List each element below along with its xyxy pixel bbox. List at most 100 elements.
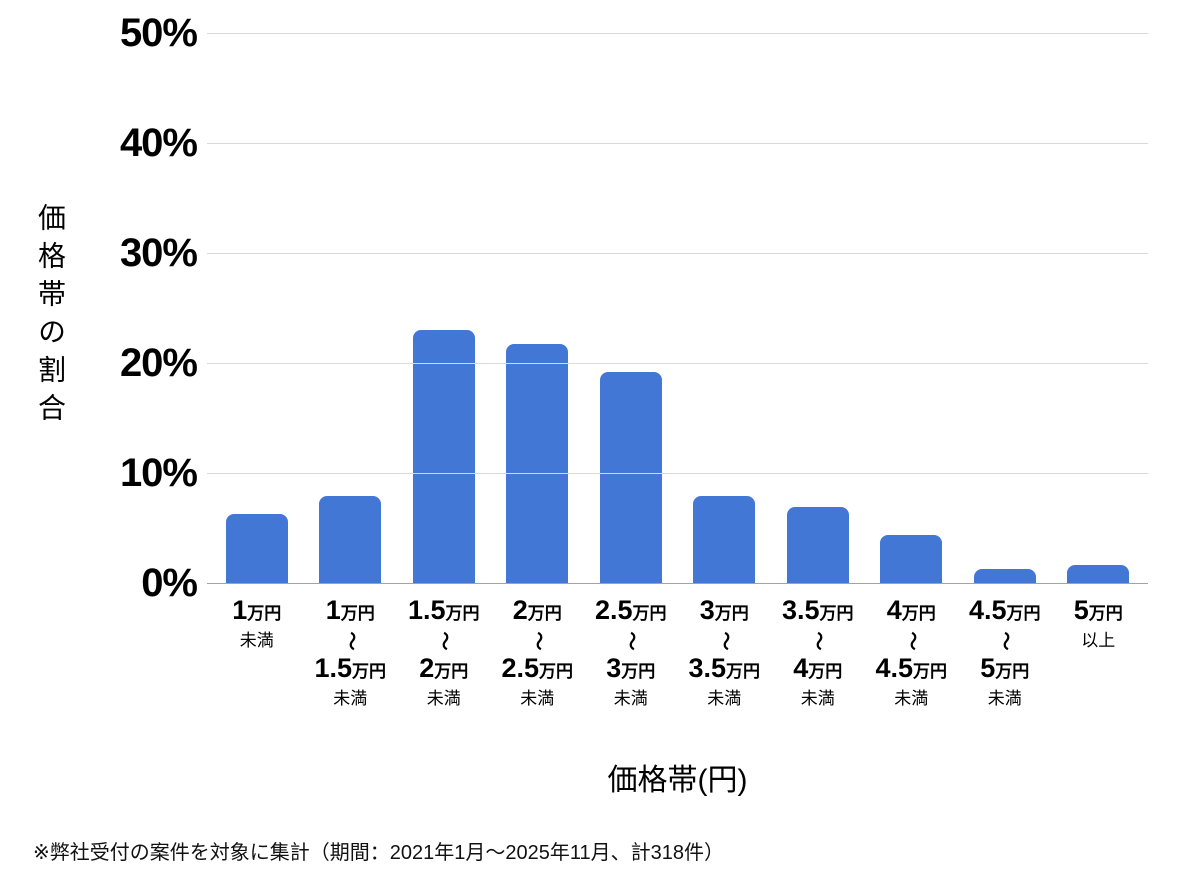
x-tick-unit: 万円 bbox=[1088, 604, 1123, 623]
x-tick-label: 2.5万円〜 3万円 未満 bbox=[584, 595, 678, 711]
x-tick-line-to: 3.5万円 bbox=[688, 653, 760, 688]
y-axis-tick-labels: 0% 10% 20% 30% 40% 50% bbox=[0, 11, 198, 605]
bar bbox=[1067, 565, 1130, 583]
x-tick-number: 5 bbox=[980, 653, 996, 683]
x-tick-line-from: 1万円 bbox=[232, 595, 281, 630]
x-tick-line-connector: 〜 bbox=[433, 630, 455, 653]
gridline bbox=[207, 363, 1148, 364]
x-tick-line-connector: 〜 bbox=[714, 630, 735, 653]
gridline bbox=[207, 473, 1148, 474]
bar-band bbox=[397, 33, 491, 583]
plot-area bbox=[207, 33, 1148, 584]
bar-band bbox=[584, 33, 678, 583]
x-tick-line-to: 4万円 bbox=[793, 653, 842, 688]
bar-band bbox=[958, 33, 1052, 583]
x-tick-line-from: 4.5万円 bbox=[969, 595, 1041, 630]
y-tick-label: 50% bbox=[119, 11, 198, 55]
x-tick-qualifier: 未満 bbox=[894, 689, 929, 708]
tilde-connector: 〜 bbox=[340, 631, 362, 651]
x-tick-label: 4万円〜 4.5万円 未満 bbox=[865, 595, 959, 711]
bar bbox=[973, 568, 1036, 583]
gridline bbox=[207, 143, 1148, 144]
bar bbox=[786, 507, 849, 583]
x-tick-number: 4.5 bbox=[875, 653, 914, 683]
x-tick-line-to: 1.5万円 bbox=[314, 653, 386, 688]
bar bbox=[506, 344, 569, 583]
x-tick-number: 1 bbox=[232, 595, 248, 625]
x-tick-number: 3.5 bbox=[688, 653, 727, 683]
x-tick-line-to: 2.5万円 bbox=[501, 653, 573, 688]
x-tick-line-qualifier: 未満 bbox=[427, 688, 461, 711]
x-tick-number: 2.5 bbox=[594, 595, 633, 625]
x-tick-line-from: 1.5万円 bbox=[408, 595, 480, 630]
y-tick-label: 30% bbox=[119, 231, 198, 275]
x-tick-number: 4 bbox=[793, 653, 809, 683]
y-tick-label: 0% bbox=[141, 561, 198, 605]
bar-band bbox=[771, 33, 865, 583]
tilde-connector: 〜 bbox=[433, 631, 455, 651]
tilde-connector: 〜 bbox=[527, 631, 549, 651]
x-tick-label: 1万円 未満 bbox=[210, 595, 304, 711]
x-tick-unit: 万円 bbox=[901, 604, 936, 623]
x-tick-line-qualifier: 未満 bbox=[801, 688, 835, 711]
x-tick-label: 3万円〜 3.5万円 未満 bbox=[678, 595, 772, 711]
x-tick-line-qualifier: 未満 bbox=[894, 688, 928, 711]
tilde-connector: 〜 bbox=[620, 631, 642, 651]
tilde-connector: 〜 bbox=[994, 631, 1016, 651]
y-tick-label: 20% bbox=[119, 341, 198, 385]
tilde-connector: 〜 bbox=[901, 631, 923, 651]
x-tick-qualifier: 未満 bbox=[707, 689, 742, 708]
x-tick-unit: 万円 bbox=[352, 662, 387, 681]
x-tick-qualifier: 未満 bbox=[800, 689, 835, 708]
x-tick-line-to: 3万円 bbox=[606, 653, 655, 688]
bar-series bbox=[210, 33, 1145, 583]
x-tick-line-to: 2万円 bbox=[419, 653, 468, 688]
x-tick-label: 2万円〜 2.5万円 未満 bbox=[491, 595, 585, 711]
x-tick-line-qualifier: 未満 bbox=[707, 688, 741, 711]
x-tick-qualifier: 未満 bbox=[426, 689, 461, 708]
x-tick-unit: 万円 bbox=[995, 662, 1030, 681]
x-tick-number: 5 bbox=[1073, 595, 1089, 625]
x-tick-unit: 万円 bbox=[714, 604, 749, 623]
x-tick-number: 2 bbox=[512, 595, 528, 625]
bar-band bbox=[304, 33, 398, 583]
x-tick-number: 1.5 bbox=[314, 653, 353, 683]
x-tick-line-from: 2万円 bbox=[513, 595, 562, 630]
gridline bbox=[207, 583, 1148, 584]
x-tick-unit: 万円 bbox=[726, 662, 761, 681]
x-tick-qualifier: 以上 bbox=[1081, 631, 1116, 650]
x-tick-unit: 万円 bbox=[340, 604, 375, 623]
x-tick-qualifier: 未満 bbox=[520, 689, 555, 708]
x-tick-line-qualifier: 未満 bbox=[240, 630, 274, 653]
footnote: ※弊社受付の案件を対象に集計（期間：2021年1月～2025年11月、計318件… bbox=[33, 842, 724, 864]
y-tick-label: 10% bbox=[119, 451, 198, 495]
x-tick-number: 1 bbox=[325, 595, 341, 625]
x-axis-title: 価格帯(円) bbox=[607, 764, 748, 797]
x-tick-qualifier: 未満 bbox=[239, 631, 274, 650]
x-tick-number: 4.5 bbox=[968, 595, 1007, 625]
x-tick-line-qualifier: 未満 bbox=[988, 688, 1022, 711]
x-tick-line-to: 4.5万円 bbox=[875, 653, 947, 688]
bar-band bbox=[678, 33, 772, 583]
gridline bbox=[207, 33, 1148, 34]
x-tick-unit: 万円 bbox=[808, 662, 843, 681]
x-tick-label: 5万円 以上 bbox=[1052, 595, 1146, 711]
bar-band bbox=[210, 33, 304, 583]
x-tick-line-connector: 〜 bbox=[808, 630, 829, 653]
x-tick-unit: 万円 bbox=[1006, 604, 1041, 623]
x-tick-line-from: 4万円 bbox=[887, 595, 936, 630]
x-tick-label: 4.5万円〜 5万円 未満 bbox=[958, 595, 1052, 711]
x-tick-unit: 万円 bbox=[527, 604, 562, 623]
x-tick-number: 2.5 bbox=[501, 653, 540, 683]
x-tick-qualifier: 未満 bbox=[987, 689, 1022, 708]
bar bbox=[880, 534, 943, 583]
x-tick-line-from: 5万円 bbox=[1074, 595, 1123, 630]
bar-band bbox=[491, 33, 585, 583]
x-tick-line-from: 2.5万円 bbox=[595, 595, 667, 630]
x-tick-unit: 万円 bbox=[913, 662, 948, 681]
x-tick-line-qualifier: 未満 bbox=[520, 688, 554, 711]
bar-band bbox=[865, 33, 959, 583]
bar bbox=[412, 330, 475, 583]
x-tick-line-connector: 〜 bbox=[620, 630, 642, 653]
bar bbox=[225, 513, 288, 583]
